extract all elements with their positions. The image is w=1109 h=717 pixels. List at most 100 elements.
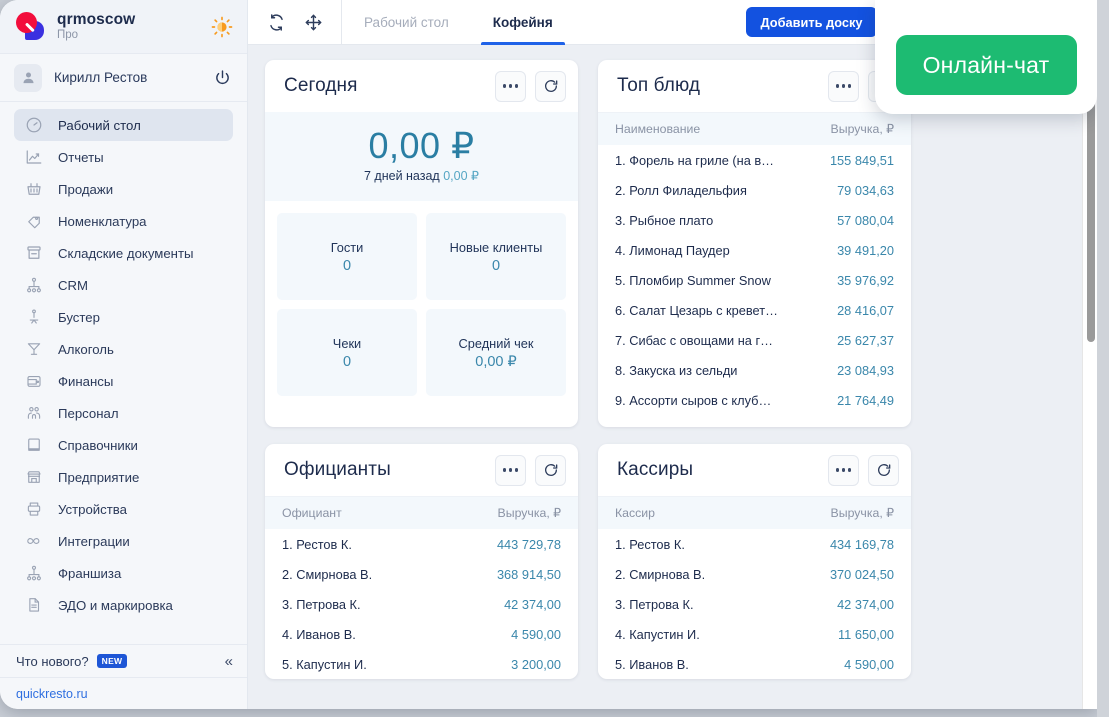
vertical-scrollbar[interactable] bbox=[1082, 45, 1097, 709]
refresh-icon[interactable] bbox=[535, 70, 566, 102]
card-title: Кассиры bbox=[617, 459, 694, 480]
sidebar-item-integrations[interactable]: Интеграции bbox=[14, 525, 233, 557]
refresh-icon[interactable] bbox=[267, 13, 286, 32]
tile-new-clients: Новые клиенты 0 bbox=[426, 213, 566, 301]
table-row[interactable]: 3. Петрова К. 42 374,00 bbox=[598, 589, 911, 619]
table-row[interactable]: 2. Ролл Филадельфия 79 034,63 bbox=[598, 175, 911, 205]
table-row[interactable]: 2. Смирнова В. 370 024,50 bbox=[598, 559, 911, 589]
brand-plan: Про bbox=[57, 29, 79, 42]
today-compare: 7 дней назад 0,00 ₽ bbox=[265, 168, 578, 183]
sidebar-item-dashboard[interactable]: Рабочий стол bbox=[14, 109, 233, 141]
table-row[interactable]: 1. Форель на гриле (на в… 155 849,51 bbox=[598, 145, 911, 175]
sidebar-item-label: Бустер bbox=[58, 309, 100, 325]
sidebar-item-edo-marking[interactable]: ЭДО и маркировка bbox=[14, 589, 233, 621]
sidebar-item-nomenclature[interactable]: Номенклатура bbox=[14, 205, 233, 237]
table-row[interactable]: 3. Рыбное плато 57 080,04 bbox=[598, 205, 911, 235]
sidebar: qrmoscow Про Кири bbox=[0, 0, 248, 709]
chevron-double-left-icon[interactable]: « bbox=[224, 652, 233, 670]
sidebar-item-warehouse-documents[interactable]: Складские документы bbox=[14, 237, 233, 269]
table-header: Кассир Выручка, ₽ bbox=[598, 496, 911, 529]
whats-new-row[interactable]: Что нового? NEW « bbox=[0, 645, 247, 677]
sidebar-item-label: Интеграции bbox=[58, 533, 130, 549]
table-row[interactable]: 5. Иванов В. 4 590,00 bbox=[598, 649, 911, 679]
table-row[interactable]: 1. Рестов К. 443 729,78 bbox=[265, 529, 578, 559]
sidebar-item-personnel[interactable]: Персонал bbox=[14, 397, 233, 429]
sidebar-item-sales[interactable]: Продажи bbox=[14, 173, 233, 205]
row-name: 9. Ассорти сыров с клуб… bbox=[615, 392, 772, 408]
row-value: 443 729,78 bbox=[496, 536, 561, 552]
user-row[interactable]: Кирилл Рестов bbox=[0, 54, 247, 102]
row-name: 5. Капустин И. bbox=[282, 656, 367, 672]
table-row[interactable]: 4. Иванов В. 4 590,00 bbox=[265, 619, 578, 649]
scrollbar-thumb[interactable] bbox=[1086, 62, 1095, 342]
tab-rabochiy-stol[interactable]: Рабочий стол bbox=[342, 0, 471, 45]
table-row[interactable]: 7. Сибас с овощами на г… 25 627,37 bbox=[598, 325, 911, 355]
sidebar-item-reference-books[interactable]: Справочники bbox=[14, 429, 233, 461]
row-value: 57 080,04 bbox=[837, 212, 894, 228]
topbar-icon-group bbox=[248, 0, 342, 45]
card-title: Сегодня bbox=[284, 75, 358, 96]
row-value: 21 764,49 bbox=[837, 392, 894, 408]
row-value: 4 590,00 bbox=[511, 626, 561, 642]
tab-kofeynya[interactable]: Кофейня bbox=[471, 0, 575, 45]
quickresto-logo-icon bbox=[16, 11, 46, 42]
document-icon bbox=[24, 595, 44, 615]
sidebar-item-franchise[interactable]: Франшиза bbox=[14, 557, 233, 589]
table-row[interactable]: 5. Капустин И. 3 200,00 bbox=[265, 649, 578, 679]
table-row[interactable]: 2. Смирнова В. 368 914,50 bbox=[265, 559, 578, 589]
table-row[interactable]: 1. Рестов К. 434 169,78 bbox=[598, 529, 911, 559]
sidebar-item-devices[interactable]: Устройства bbox=[14, 493, 233, 525]
add-board-button[interactable]: Добавить доску bbox=[745, 7, 878, 37]
booster-icon bbox=[24, 307, 44, 327]
card-tools bbox=[828, 454, 899, 486]
move-icon[interactable] bbox=[304, 13, 323, 32]
table-row[interactable]: 4. Лимонад Паудер 39 491,20 bbox=[598, 235, 911, 265]
today-compare-label: 7 дней назад bbox=[364, 169, 440, 184]
sidebar-item-booster[interactable]: Бустер bbox=[14, 301, 233, 333]
power-icon[interactable] bbox=[214, 69, 231, 86]
tile-value: 0 bbox=[342, 353, 352, 370]
refresh-icon[interactable] bbox=[535, 454, 566, 486]
sidebar-item-finance[interactable]: Финансы bbox=[14, 365, 233, 397]
ellipsis-icon[interactable] bbox=[828, 454, 859, 486]
sidebar-item-enterprise[interactable]: Предприятие bbox=[14, 461, 233, 493]
browser-scrollbar-track[interactable] bbox=[1097, 0, 1109, 717]
table-row[interactable]: 3. Петрова К. 42 374,00 bbox=[265, 589, 578, 619]
ellipsis-icon[interactable] bbox=[828, 70, 859, 102]
tile-checks: Чеки 0 bbox=[277, 309, 417, 397]
sidebar-item-label: CRM bbox=[58, 277, 89, 293]
table-row[interactable]: 4. Капустин И. 11 650,00 bbox=[598, 619, 911, 649]
card-tools bbox=[495, 454, 566, 486]
table-row[interactable]: 8. Закуска из сельди 23 084,93 bbox=[598, 355, 911, 385]
network-icon bbox=[24, 275, 44, 295]
sidebar-item-reports[interactable]: Отчеты bbox=[14, 141, 233, 173]
brand-header[interactable]: qrmoscow Про bbox=[0, 0, 247, 54]
sun-icon[interactable] bbox=[211, 16, 233, 38]
sidebar-item-crm[interactable]: CRM bbox=[14, 269, 233, 301]
tile-label: Гости bbox=[330, 239, 364, 255]
refresh-icon[interactable] bbox=[868, 454, 899, 486]
today-amount: 0,00 ₽ bbox=[368, 125, 475, 166]
main-area: Рабочий стол Кофейня Добавить доску Доба… bbox=[248, 0, 1097, 709]
table-row[interactable]: 6. Салат Цезарь с кревет… 28 416,07 bbox=[598, 295, 911, 325]
chart-icon bbox=[24, 147, 44, 167]
card-tools bbox=[495, 70, 566, 102]
table-row[interactable]: 9. Ассорти сыров с клуб… 21 764,49 bbox=[598, 385, 911, 415]
online-chat-button[interactable]: Онлайн-чат bbox=[895, 35, 1077, 95]
row-name: 5. Иванов В. bbox=[615, 656, 689, 672]
sidebar-item-alcohol[interactable]: Алкоголь bbox=[14, 333, 233, 365]
tab-label: Кофейня bbox=[492, 14, 553, 30]
card-header: Официанты bbox=[265, 444, 578, 496]
table-header: Официант Выручка, ₽ bbox=[265, 496, 578, 529]
shop-icon bbox=[24, 467, 44, 487]
ellipsis-icon[interactable] bbox=[495, 70, 526, 102]
row-name: 2. Смирнова В. bbox=[282, 566, 373, 582]
row-name: 8. Закуска из сельди bbox=[615, 362, 738, 378]
row-value: 368 914,50 bbox=[496, 566, 561, 582]
new-badge: NEW bbox=[96, 654, 128, 668]
site-link[interactable]: quickresto.ru bbox=[16, 686, 88, 701]
ellipsis-icon[interactable] bbox=[495, 454, 526, 486]
table-row[interactable]: 5. Пломбир Summer Snow 35 976,92 bbox=[598, 265, 911, 295]
today-amount-block: 0,00 ₽ 7 дней назад 0,00 ₽ bbox=[265, 112, 578, 202]
row-name: 1. Форель на гриле (на в… bbox=[615, 152, 774, 168]
